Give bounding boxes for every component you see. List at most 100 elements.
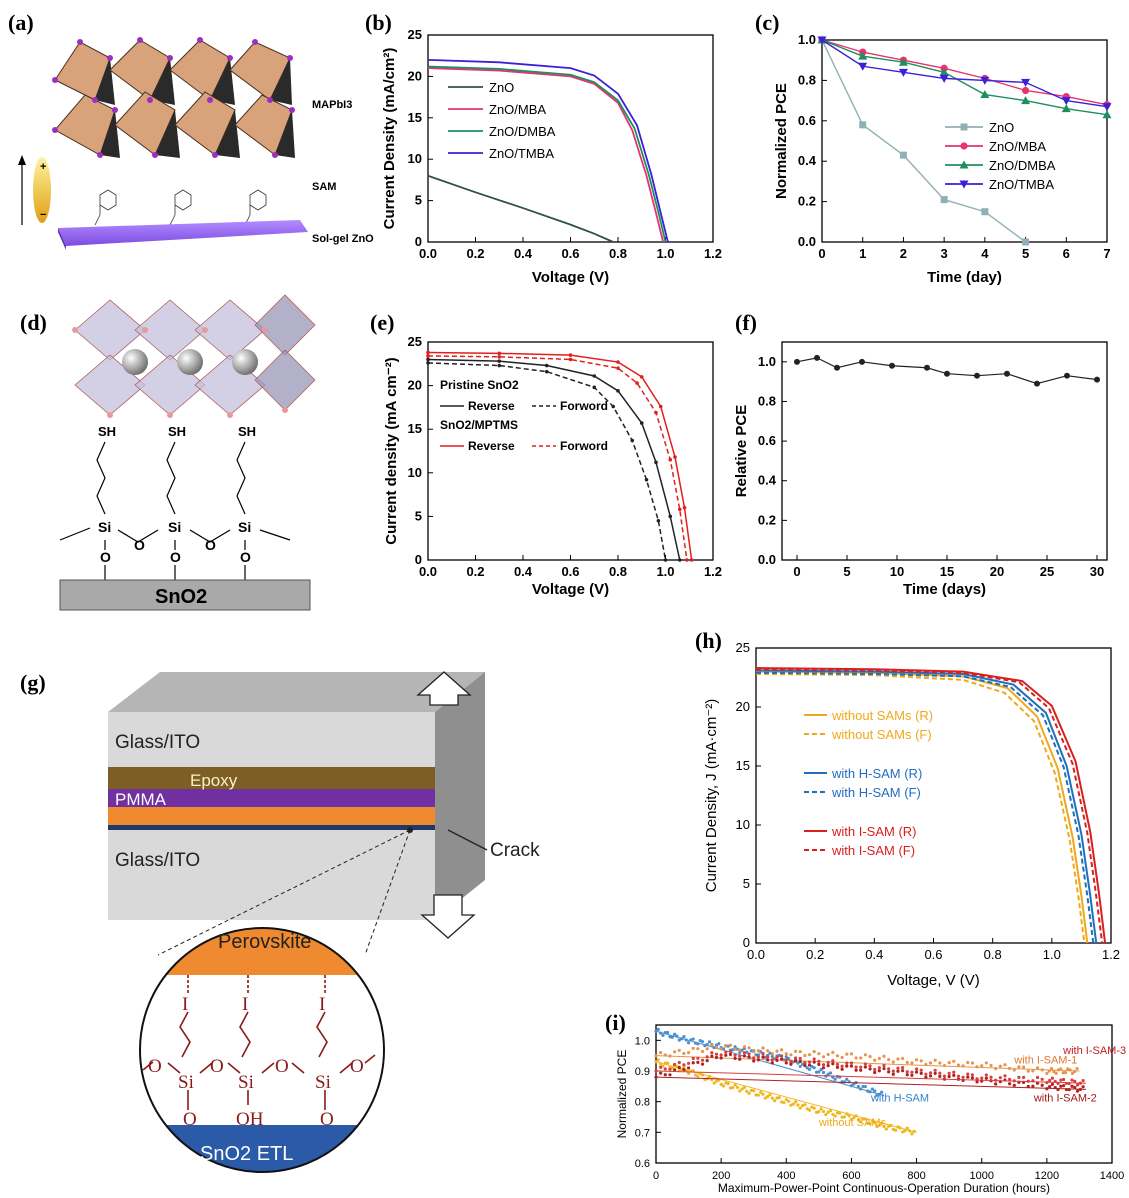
data-point [961, 1075, 965, 1079]
data-point [770, 1096, 774, 1100]
x-tick-label: 0.2 [806, 947, 824, 962]
y-tick-label: 0.7 [635, 1127, 650, 1139]
data-point [849, 1061, 854, 1065]
series-annotation: with I-SAM-1 [1013, 1054, 1077, 1066]
si-g-label-1: Si [178, 1072, 194, 1093]
x-tick-label: 1.0 [1043, 947, 1061, 962]
data-point [821, 1109, 826, 1114]
data-point [919, 1059, 923, 1063]
data-point [933, 1071, 937, 1075]
data-point [817, 1110, 821, 1114]
data-point [782, 1101, 786, 1105]
y-tick-label: 10 [736, 817, 750, 832]
data-point [924, 1075, 928, 1079]
legend-label: ZnO/DMBA [989, 158, 1056, 173]
data-point [794, 358, 800, 365]
x-tick-label: 800 [907, 1170, 925, 1182]
x-tick-label: 0.8 [984, 947, 1002, 962]
x-tick-label: 1 [859, 246, 866, 261]
legend-label: ZnO/TMBA [489, 146, 554, 161]
perovskite-label: Perovskite [218, 931, 311, 953]
data-point [938, 1061, 942, 1065]
data-point [914, 1067, 919, 1071]
data-point [673, 1068, 677, 1072]
data-point [887, 1058, 891, 1062]
data-point [426, 361, 430, 365]
data-point [914, 1058, 919, 1062]
data-point [905, 1060, 909, 1065]
data-point [761, 1046, 765, 1050]
data-point [759, 1090, 763, 1094]
block-side-face [435, 672, 485, 920]
series-line-ZnO/DMBA [821, 39, 1108, 116]
data-point [724, 1050, 728, 1054]
data-point [714, 1055, 719, 1060]
series-annotation: with I-SAM-2 [1033, 1093, 1097, 1105]
etl-label: SnO2 ETL [200, 1143, 293, 1165]
data-point [544, 363, 549, 368]
data-point [826, 1052, 830, 1057]
zoom-line-right [364, 829, 411, 956]
data-point [989, 1075, 993, 1079]
data-point [747, 1091, 751, 1095]
data-point [714, 1043, 719, 1047]
data-point [947, 1071, 951, 1075]
data-point [877, 1123, 881, 1127]
data-point [882, 1063, 886, 1068]
data-point [761, 1052, 765, 1056]
data-point [1062, 1084, 1066, 1088]
data-point [807, 1063, 812, 1067]
data-point [682, 1065, 686, 1069]
data-point [712, 1081, 716, 1085]
data-point [1022, 238, 1030, 246]
data-point [933, 1068, 937, 1072]
data-point [803, 1053, 807, 1058]
data-point [777, 1096, 781, 1100]
x-tick-label: 25 [1040, 564, 1054, 579]
data-point [873, 1067, 877, 1072]
data-point [803, 1060, 807, 1065]
data-point [919, 1071, 923, 1075]
data-point [770, 1054, 774, 1059]
data-point [821, 1070, 826, 1075]
data-point [659, 1071, 663, 1075]
data-point [719, 1047, 723, 1051]
data-point [933, 1058, 937, 1062]
legend-label: Forword [560, 439, 608, 453]
epoxy-layer [108, 767, 435, 789]
data-point [668, 457, 673, 462]
data-point [796, 1103, 800, 1107]
panel-label-c: (c) [755, 10, 779, 35]
data-point [1031, 1069, 1035, 1073]
chart-i-mpp-tracking: 0 200 400 600 800 1000 1200 1400 0.6 0.7 0.8 0.9 1.0… [615, 1024, 1126, 1195]
data-point [1008, 1077, 1012, 1081]
data-point [616, 389, 620, 393]
data-point [677, 1065, 681, 1070]
data-point [793, 1056, 798, 1060]
data-point [1054, 1071, 1058, 1075]
data-point [770, 1061, 774, 1065]
data-point [826, 1063, 830, 1068]
data-point [752, 1050, 756, 1054]
data-point [905, 1070, 909, 1074]
x-tick-label: 1400 [1100, 1170, 1124, 1182]
y-tick-label: 0.2 [758, 512, 776, 527]
data-point [966, 1075, 970, 1079]
data-point [956, 1074, 961, 1078]
panel-label-h: (h) [695, 628, 722, 653]
x-tick-label: 5 [843, 564, 850, 579]
legend-marker [959, 180, 969, 189]
data-point [689, 558, 694, 562]
data-point [685, 558, 689, 562]
dipole-icon [33, 157, 51, 223]
data-point [639, 421, 644, 425]
y-tick-label: 1.0 [798, 32, 816, 47]
data-point [877, 1066, 881, 1070]
data-point [728, 1049, 733, 1053]
data-point [639, 375, 644, 379]
chart-h-jv-sam: 0.0 0.2 0.4 0.6 0.8 1.0 1.2 0 5 10 15 20 25 Voltage, … [703, 640, 1120, 989]
data-point [817, 1052, 821, 1056]
data-point [682, 505, 687, 510]
o-label-3: O [240, 549, 251, 565]
glass-ito-bottom-layer [108, 830, 435, 920]
